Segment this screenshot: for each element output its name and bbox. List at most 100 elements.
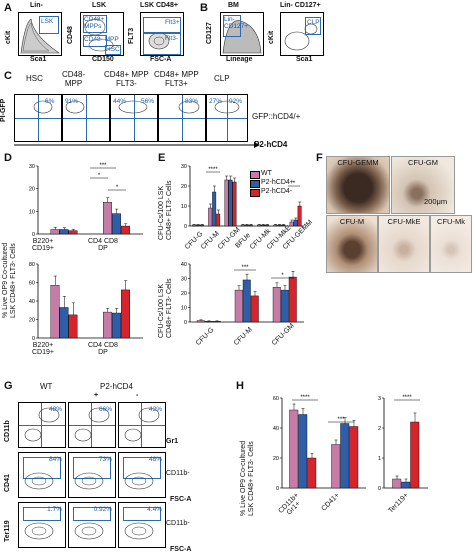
axis-label: CD48 bbox=[67, 26, 74, 44]
bar-wt bbox=[50, 229, 60, 235]
axis-label: cKit bbox=[5, 30, 12, 44]
photo-cfu-mk: CFU-Mk bbox=[430, 215, 472, 273]
category-label: CFU-GM bbox=[270, 322, 296, 348]
bar-p2-hcd4- bbox=[298, 414, 308, 489]
flow-plot: 84% bbox=[18, 452, 66, 498]
photo-cfu-gemm: CFU-GEMM bbox=[326, 156, 390, 214]
chart-h-right: 0 1 2 3 **** bbox=[378, 395, 428, 492]
y-tick-label: 60 bbox=[273, 396, 279, 402]
x-arrow bbox=[14, 142, 260, 148]
sig-label: *** bbox=[241, 265, 249, 271]
category-label: CD41+ bbox=[320, 492, 341, 513]
flow-plot-flt3: Flt3+ Flt3- bbox=[140, 12, 184, 56]
y-tick-label: 60 bbox=[29, 281, 35, 287]
axis-label: FSC-A bbox=[170, 546, 192, 553]
bar-wt bbox=[289, 221, 294, 227]
panel-label-e: E bbox=[158, 152, 166, 164]
axis-label: Ter119 bbox=[4, 520, 11, 542]
bar-p2-hcd4- bbox=[410, 421, 420, 489]
percent-label: 83% bbox=[185, 98, 199, 105]
sig-label: * bbox=[293, 181, 296, 187]
y-tick-label: 40 bbox=[29, 299, 35, 305]
gate-label: CD48+ MPPs bbox=[84, 16, 105, 30]
bar-p2-hcd4- bbox=[59, 307, 69, 339]
sig-label: * bbox=[281, 273, 284, 279]
bar-wt bbox=[392, 478, 402, 489]
percent-label: 0.92% bbox=[93, 506, 112, 513]
column-title: + bbox=[94, 392, 99, 399]
bar-p2-hcd4- bbox=[59, 229, 69, 235]
population-title: CD48+ MPP FLT3+ bbox=[154, 70, 199, 88]
gate-label: Lin- CD127+ bbox=[224, 16, 249, 30]
bar-wt bbox=[103, 311, 112, 339]
flow-plot-clp: CLP bbox=[280, 12, 324, 56]
scale-label: 200μm bbox=[424, 197, 448, 206]
sig-label: * bbox=[116, 185, 119, 191]
axis-label: CD150 bbox=[92, 56, 114, 63]
annotation: GFP::hCD4/+ bbox=[252, 112, 301, 121]
bar-p2-hcd4- bbox=[261, 224, 265, 227]
panel-label-f: F bbox=[316, 152, 323, 164]
plot-title: Lin- CD127+ bbox=[280, 2, 321, 9]
y-tick-label: 40 bbox=[273, 426, 279, 432]
percent-label: 48% bbox=[148, 456, 162, 463]
bar-p2-hcd4- bbox=[216, 213, 221, 227]
bar-p2-hcd4- bbox=[121, 289, 130, 339]
gate-label: HSC bbox=[106, 46, 120, 53]
column-title: WT bbox=[40, 382, 53, 391]
bar-p2-hcd4- bbox=[68, 314, 78, 339]
axis-label: CD127 bbox=[206, 22, 213, 44]
y-tick-label: 0 bbox=[32, 232, 35, 238]
bar-wt bbox=[196, 320, 205, 323]
axis-label: cKit bbox=[268, 30, 275, 44]
photo-cfu-m: CFU-M bbox=[326, 215, 378, 273]
y-tick-label: 0 bbox=[184, 224, 187, 230]
bar-p2-hcd4- bbox=[280, 289, 289, 323]
sig-label: **** bbox=[402, 395, 412, 401]
percent-label: 92% bbox=[229, 98, 243, 105]
chart-d-bottom: 0 20 40 60 80 bbox=[29, 262, 143, 342]
flow-plot: 1.7% bbox=[18, 502, 66, 548]
y-tick-label: 2 bbox=[378, 426, 381, 432]
bar-p2-hcd4- bbox=[68, 230, 78, 235]
percent-label: 44% bbox=[113, 98, 127, 105]
y-tick-label: 0 bbox=[184, 320, 187, 326]
flow-plot: 42% bbox=[118, 402, 166, 448]
axis-label: CD41 bbox=[4, 474, 11, 492]
bar-p2-hcd4- bbox=[121, 225, 130, 235]
axis-label: Sca1 bbox=[30, 56, 47, 63]
bar-wt bbox=[208, 207, 213, 227]
flow-plot: 73% bbox=[68, 452, 116, 498]
y-tick-label: 20 bbox=[273, 456, 279, 462]
y-tick-label: 30 bbox=[29, 164, 35, 170]
y-tick-label: 10 bbox=[181, 306, 187, 312]
bar-wt bbox=[240, 224, 245, 227]
flow-plot: 66% bbox=[68, 402, 116, 448]
axis-label: FSC-A bbox=[170, 496, 192, 503]
bar-wt bbox=[331, 444, 341, 489]
y-tick-label: 30 bbox=[181, 277, 187, 283]
bar-wt bbox=[289, 409, 299, 489]
gate-note: CD11b- bbox=[166, 470, 190, 477]
axis-label: % Live OP9 Co-cultured LSK CD48+ FLT3- C… bbox=[240, 440, 255, 516]
bar-p2-hcd4- bbox=[401, 481, 411, 489]
bar-p2-hcd4- bbox=[281, 224, 286, 227]
bar-p2-hcd4- bbox=[212, 321, 221, 323]
percent-label: 73% bbox=[98, 456, 112, 463]
bar-p2-hcd4- bbox=[288, 276, 297, 323]
category-label: Ter119+ bbox=[387, 492, 410, 515]
column-title: P2-hCD4 bbox=[100, 382, 133, 391]
category-label: CFU-G bbox=[183, 230, 205, 252]
flow-plot-lsk-cd48: CD48+ MPPs CD48- MPP HSC bbox=[80, 12, 124, 56]
category-label: CD11b+ Gr1+ bbox=[277, 492, 302, 517]
category-label: B220+ CD19+ bbox=[32, 238, 54, 252]
bar-p2-hcd4- bbox=[277, 224, 282, 227]
plot-title: Lin- bbox=[30, 2, 43, 9]
bar-p2-hcd4- bbox=[244, 224, 249, 227]
panel-label-g: G bbox=[4, 380, 13, 392]
flow-plot-lin-cd127: Lin- CD127+ bbox=[220, 12, 264, 56]
gate-label: CD48- MPP bbox=[84, 36, 119, 43]
y-tick-label: 0 bbox=[32, 336, 35, 342]
